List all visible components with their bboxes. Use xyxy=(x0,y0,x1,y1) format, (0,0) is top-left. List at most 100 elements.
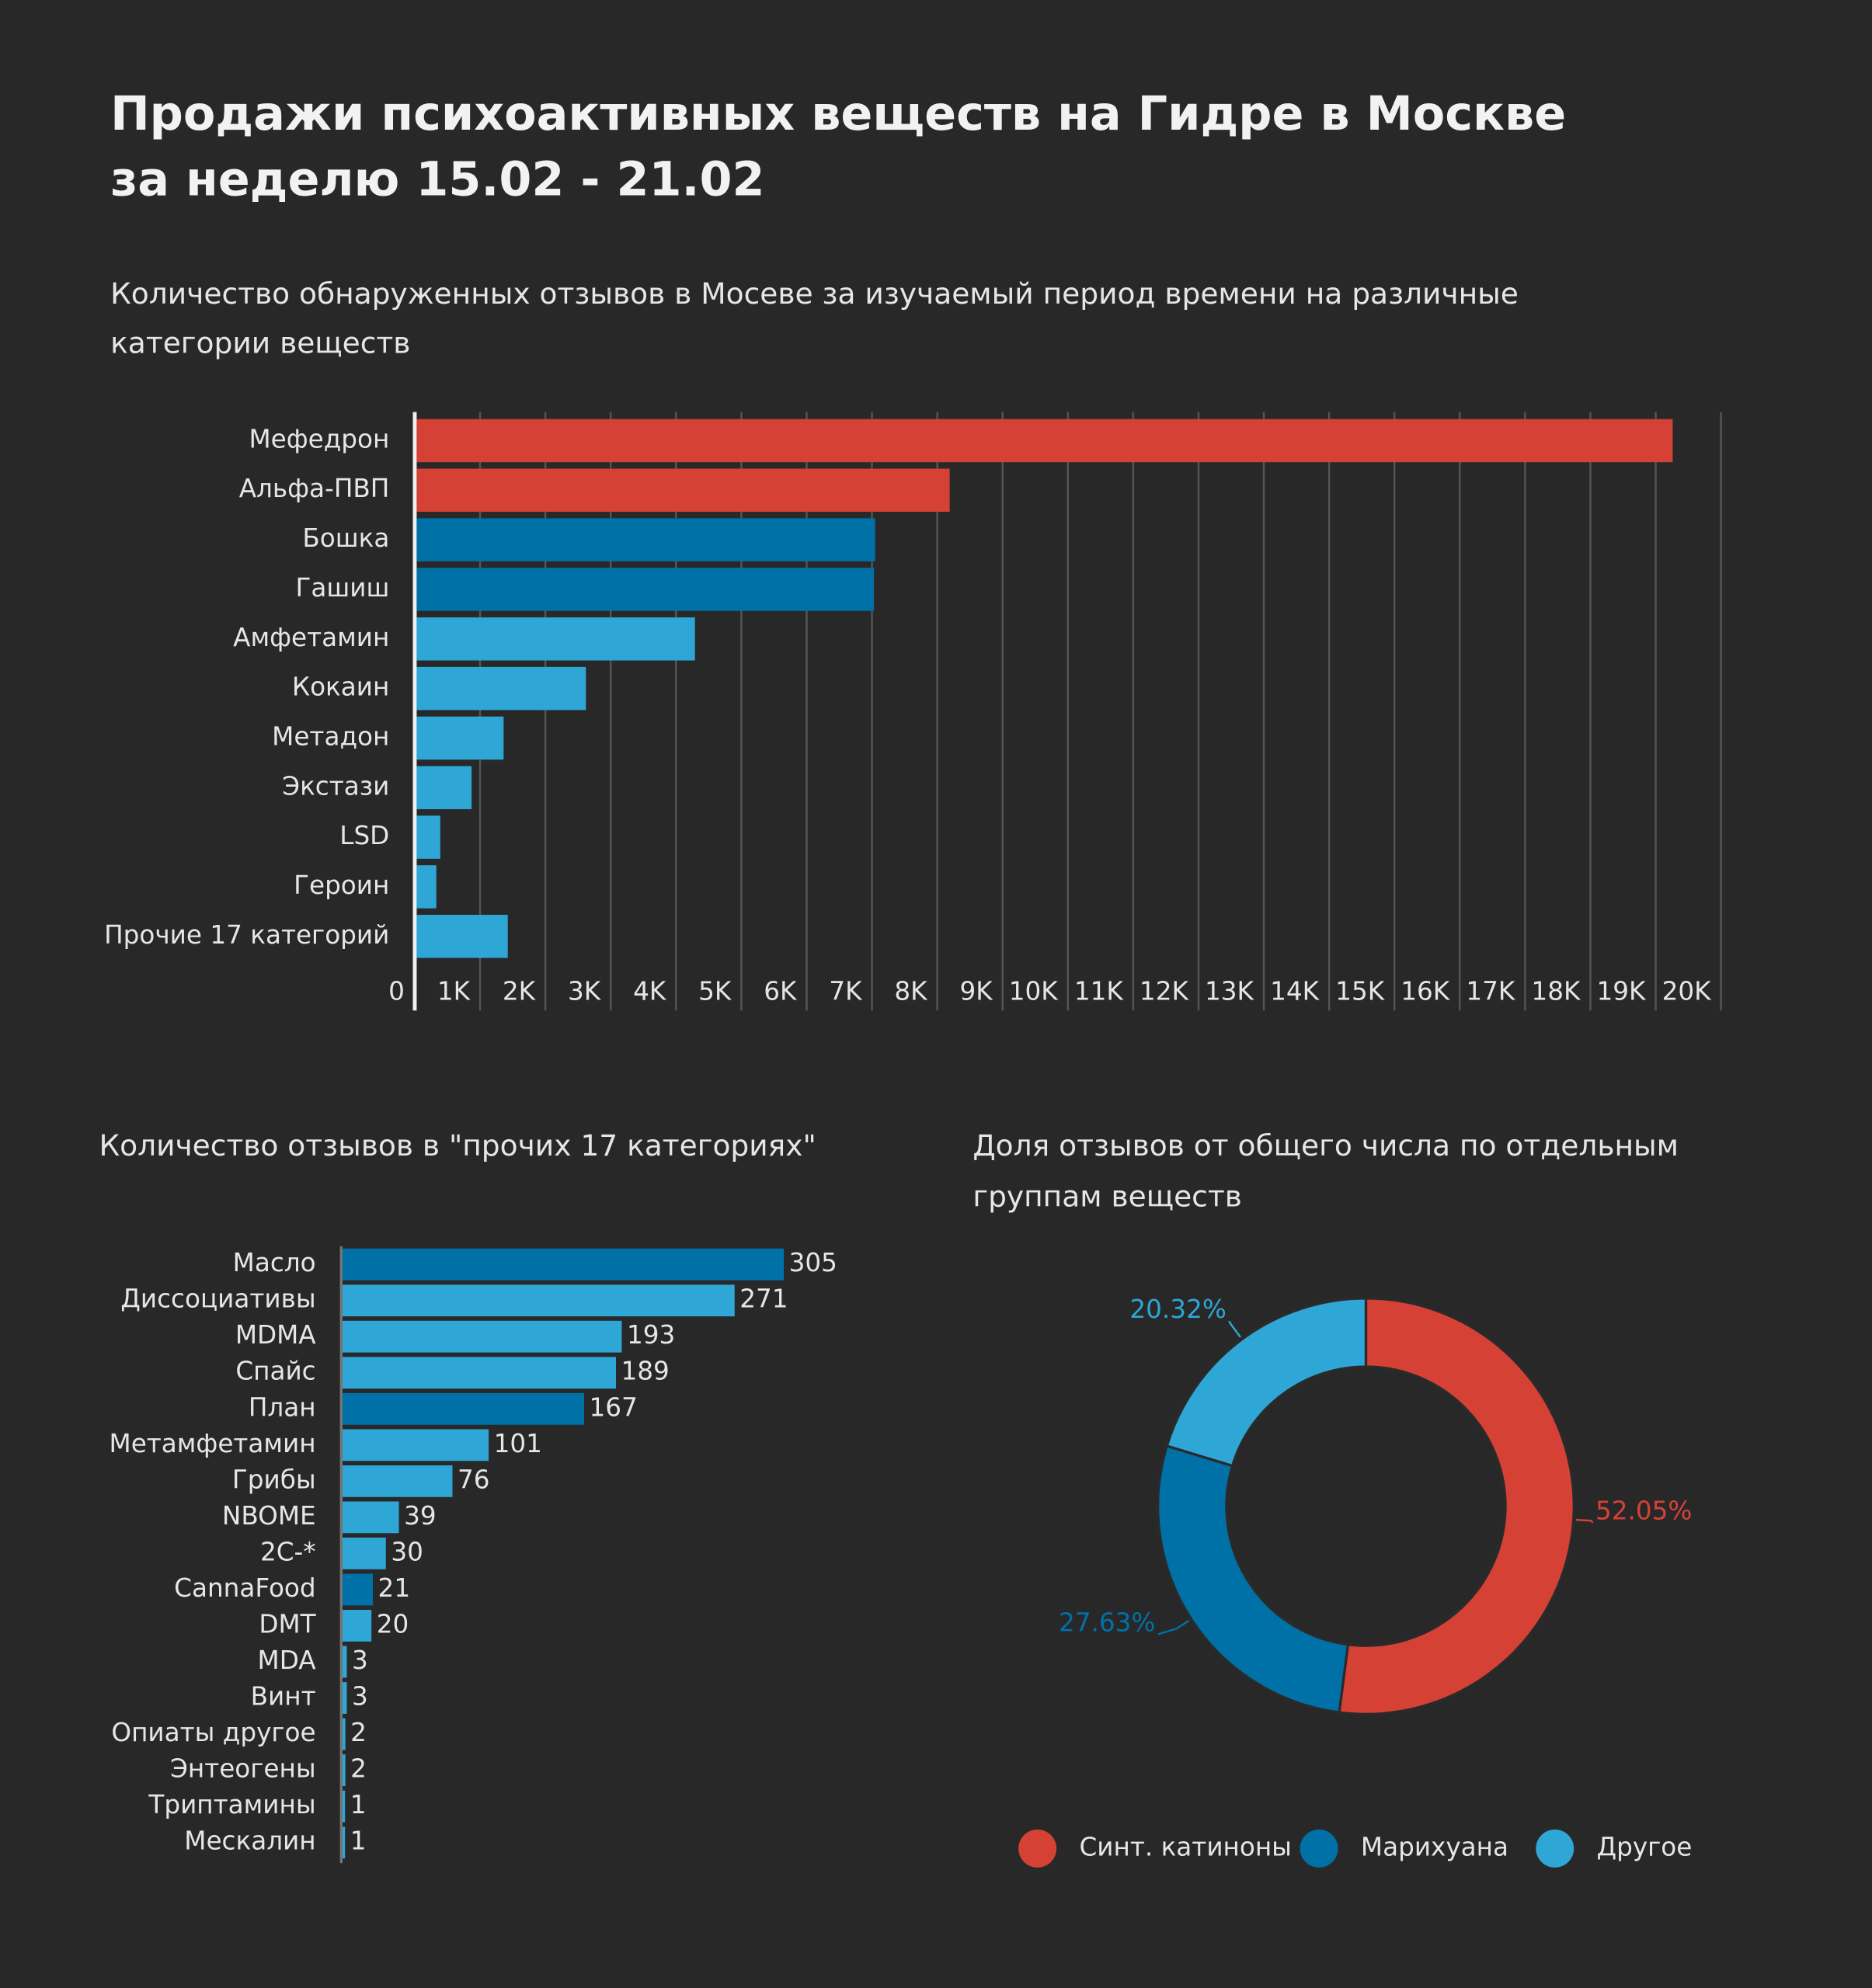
y-tick-label: Метамфетамин xyxy=(110,1429,316,1458)
bar xyxy=(342,1465,453,1497)
bar xyxy=(342,1284,735,1317)
value-label: 39 xyxy=(404,1501,437,1531)
leader-line xyxy=(1575,1518,1594,1524)
bar xyxy=(416,716,504,760)
y-tick-label: Спайс xyxy=(235,1357,315,1386)
chart-title: группам веществ xyxy=(973,1179,1241,1213)
y-tick-label: Мескалин xyxy=(184,1826,315,1856)
y-tick-label: Метадон xyxy=(272,721,389,751)
x-tick-label: 16K xyxy=(1401,976,1451,1006)
bar xyxy=(416,865,437,909)
value-label: 52.05% xyxy=(1595,1496,1692,1526)
bar xyxy=(342,1248,785,1281)
y-tick-label: Амфетамин xyxy=(233,623,389,652)
value-label: 3 xyxy=(352,1682,368,1712)
legend-label: Синт. катиноны xyxy=(1079,1832,1291,1861)
value-label: 1 xyxy=(350,1790,367,1819)
x-tick-label: 10K xyxy=(1009,976,1060,1006)
value-label: 20.32% xyxy=(1129,1295,1226,1324)
x-tick-label: 4K xyxy=(633,976,667,1006)
bar xyxy=(416,815,440,859)
y-tick-label: NBOME xyxy=(222,1501,316,1531)
y-tick-label: Масло xyxy=(233,1248,316,1277)
x-tick-label: 8K xyxy=(894,976,928,1006)
y-tick-label: Диссоциативы xyxy=(120,1284,315,1314)
value-label: 20 xyxy=(377,1609,409,1639)
value-label: 167 xyxy=(590,1392,638,1422)
legend-swatch xyxy=(1300,1829,1338,1868)
value-label: 2 xyxy=(350,1754,367,1784)
value-label: 21 xyxy=(378,1573,411,1603)
bar xyxy=(342,1501,399,1534)
donut-segment xyxy=(1165,1297,1368,1468)
y-tick-label: Бошка xyxy=(302,523,389,553)
bar xyxy=(342,1610,372,1642)
y-tick-label: Кокаин xyxy=(292,673,389,702)
legend-label: Другое xyxy=(1597,1832,1693,1861)
bar xyxy=(416,915,508,958)
y-tick-label: Энтеогены xyxy=(170,1754,316,1784)
y-tick-label: Грибы xyxy=(232,1465,316,1494)
y-tick-label: MDMA xyxy=(235,1320,316,1350)
value-label: 76 xyxy=(458,1465,490,1494)
y-tick-label: 2C-* xyxy=(260,1537,316,1566)
x-tick-label: 2K xyxy=(503,976,537,1006)
bar xyxy=(342,1718,346,1750)
x-tick-label: 15K xyxy=(1335,976,1386,1006)
bar xyxy=(342,1392,585,1425)
y-tick-label: Винт xyxy=(251,1682,316,1712)
bar xyxy=(342,1682,347,1714)
value-label: 193 xyxy=(627,1320,675,1350)
bar xyxy=(342,1573,374,1606)
donut-segment xyxy=(1157,1444,1350,1714)
bar xyxy=(342,1790,346,1823)
chart-title: Количество обнаруженных отзывов в Мосеве… xyxy=(110,276,1519,311)
bar xyxy=(342,1826,346,1859)
x-tick-label: 7K xyxy=(829,976,863,1006)
y-tick-label: Опиаты другое xyxy=(111,1718,315,1747)
y-tick-label: DMT xyxy=(259,1609,316,1639)
x-tick-label: 6K xyxy=(764,976,798,1006)
bar xyxy=(416,666,586,711)
x-tick-label: 20K xyxy=(1662,976,1713,1006)
page-title: за неделю 15.02 - 21.02 xyxy=(110,153,764,207)
value-label: 271 xyxy=(739,1284,788,1314)
value-label: 3 xyxy=(352,1646,368,1675)
value-label: 101 xyxy=(494,1429,542,1458)
x-tick-label: 0 xyxy=(388,976,405,1006)
y-tick-label: MDA xyxy=(258,1646,317,1675)
donut-segment xyxy=(1338,1297,1575,1715)
leader-line xyxy=(1228,1320,1241,1338)
y-tick-label: Экстази xyxy=(282,771,389,801)
x-tick-label: 3K xyxy=(568,976,602,1006)
value-label: 2 xyxy=(350,1718,367,1747)
page-title: Продажи психоактивных веществ на Гидре в… xyxy=(110,87,1566,141)
value-label: 189 xyxy=(621,1357,670,1386)
x-tick-label: 5K xyxy=(698,976,732,1006)
y-tick-label: Мефедрон xyxy=(249,424,389,454)
bar xyxy=(342,1357,616,1389)
bar xyxy=(416,518,875,561)
y-tick-label: LSD xyxy=(339,821,389,850)
x-tick-label: 19K xyxy=(1597,976,1648,1006)
y-tick-label: Альфа-ПВП xyxy=(239,474,390,503)
bar xyxy=(342,1429,489,1461)
x-tick-label: 11K xyxy=(1074,976,1125,1006)
value-label: 1 xyxy=(350,1826,367,1856)
x-tick-label: 13K xyxy=(1205,976,1255,1006)
x-tick-label: 1K xyxy=(437,976,471,1006)
bar xyxy=(342,1320,622,1353)
chart-title: категории веществ xyxy=(110,326,410,360)
x-tick-label: 12K xyxy=(1140,976,1190,1006)
y-tick-label: Гашиш xyxy=(295,573,389,603)
y-tick-label: Прочие 17 категорий xyxy=(104,920,389,950)
value-label: 305 xyxy=(789,1248,837,1277)
value-label: 27.63% xyxy=(1059,1607,1155,1637)
bar xyxy=(342,1646,347,1678)
legend-swatch xyxy=(1536,1829,1574,1868)
y-tick-label: План xyxy=(249,1392,316,1422)
x-tick-label: 14K xyxy=(1270,976,1320,1006)
legend-label: Марихуана xyxy=(1361,1832,1508,1861)
